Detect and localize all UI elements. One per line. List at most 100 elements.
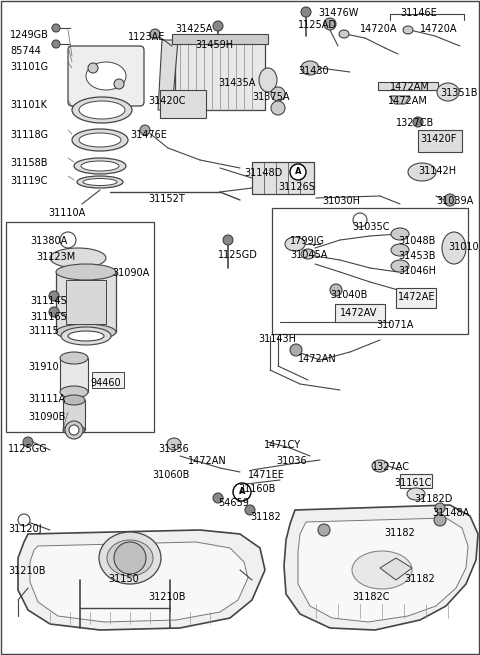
- Text: 31182C: 31182C: [352, 592, 389, 602]
- Text: 31101K: 31101K: [10, 100, 47, 110]
- Text: 31071A: 31071A: [376, 320, 413, 330]
- Text: 1472AM: 1472AM: [388, 96, 428, 106]
- Text: 31111A: 31111A: [28, 394, 65, 404]
- Ellipse shape: [301, 7, 311, 17]
- Ellipse shape: [413, 117, 423, 127]
- Ellipse shape: [271, 87, 285, 101]
- Text: 1125GD: 1125GD: [218, 250, 258, 260]
- Text: 31459H: 31459H: [195, 40, 233, 50]
- Ellipse shape: [60, 386, 88, 398]
- Text: 31476E: 31476E: [130, 130, 167, 140]
- Ellipse shape: [352, 551, 412, 589]
- Text: 31118G: 31118G: [10, 130, 48, 140]
- Text: 31435A: 31435A: [218, 78, 255, 88]
- Ellipse shape: [339, 30, 349, 38]
- Text: 31126S: 31126S: [278, 182, 315, 192]
- Text: 1799JG: 1799JG: [290, 236, 325, 246]
- Text: 1472AM: 1472AM: [390, 82, 430, 92]
- Bar: [63, 400, 85, 430]
- Polygon shape: [18, 530, 265, 630]
- Ellipse shape: [60, 232, 76, 248]
- Ellipse shape: [79, 101, 125, 119]
- Ellipse shape: [72, 129, 128, 151]
- Text: 31420C: 31420C: [148, 96, 185, 106]
- Ellipse shape: [353, 213, 367, 227]
- Ellipse shape: [167, 438, 181, 450]
- Text: 85744: 85744: [10, 46, 41, 56]
- Text: 1472AN: 1472AN: [188, 456, 227, 466]
- Bar: [335, 304, 385, 322]
- Ellipse shape: [318, 524, 330, 536]
- Ellipse shape: [18, 514, 30, 526]
- Bar: [56, 272, 116, 332]
- Text: 31148A: 31148A: [432, 508, 469, 518]
- Ellipse shape: [271, 101, 285, 115]
- Ellipse shape: [77, 176, 123, 188]
- Polygon shape: [380, 558, 412, 580]
- Ellipse shape: [407, 488, 425, 500]
- Ellipse shape: [74, 158, 126, 174]
- Ellipse shape: [99, 532, 161, 584]
- Text: 1125AD: 1125AD: [298, 20, 337, 30]
- Bar: [6, 222, 154, 432]
- Text: 31143H: 31143H: [258, 334, 296, 344]
- Text: 31182: 31182: [384, 528, 415, 538]
- Ellipse shape: [63, 425, 85, 435]
- Ellipse shape: [435, 503, 445, 513]
- Text: 31375A: 31375A: [252, 92, 289, 102]
- Text: 31148D: 31148D: [244, 168, 282, 178]
- Ellipse shape: [233, 483, 251, 501]
- Ellipse shape: [72, 97, 132, 123]
- Text: 54659: 54659: [218, 498, 249, 508]
- FancyBboxPatch shape: [68, 46, 144, 106]
- Ellipse shape: [150, 29, 160, 39]
- Ellipse shape: [86, 62, 126, 90]
- Text: 31182: 31182: [404, 574, 435, 584]
- Text: 31351B: 31351B: [440, 88, 478, 98]
- Ellipse shape: [52, 24, 60, 32]
- Text: 1125GG: 1125GG: [8, 444, 48, 454]
- Text: 31182D: 31182D: [414, 494, 452, 504]
- Text: 31380A: 31380A: [30, 236, 67, 246]
- Text: 31115: 31115: [28, 326, 59, 336]
- Text: 31142H: 31142H: [418, 166, 456, 176]
- Ellipse shape: [245, 505, 255, 515]
- Ellipse shape: [68, 331, 104, 341]
- Ellipse shape: [81, 161, 119, 171]
- Text: 1472AN: 1472AN: [298, 354, 337, 364]
- Ellipse shape: [391, 244, 409, 256]
- Text: 1249GB: 1249GB: [10, 30, 49, 40]
- Text: 1123AE: 1123AE: [128, 32, 166, 42]
- Text: 31010: 31010: [448, 242, 479, 252]
- Ellipse shape: [83, 179, 117, 185]
- Bar: [160, 90, 206, 118]
- Ellipse shape: [408, 163, 436, 181]
- Ellipse shape: [391, 228, 409, 240]
- Polygon shape: [30, 542, 248, 622]
- Bar: [66, 280, 106, 324]
- Text: 31116S: 31116S: [30, 312, 67, 322]
- Ellipse shape: [434, 514, 446, 526]
- Ellipse shape: [107, 540, 153, 576]
- Text: 31035C: 31035C: [352, 222, 389, 232]
- Text: 31158B: 31158B: [10, 158, 48, 168]
- Text: 31425A: 31425A: [175, 24, 213, 34]
- Ellipse shape: [63, 395, 85, 405]
- Text: 1471CY: 1471CY: [264, 440, 301, 450]
- Text: 14720A: 14720A: [420, 24, 457, 34]
- Bar: [272, 208, 468, 334]
- Ellipse shape: [23, 437, 33, 447]
- Text: 31152T: 31152T: [148, 194, 185, 204]
- Text: A: A: [239, 487, 245, 496]
- Ellipse shape: [285, 237, 305, 251]
- Bar: [92, 372, 124, 388]
- Polygon shape: [390, 96, 410, 104]
- Text: 31910: 31910: [28, 362, 59, 372]
- Text: 1471EE: 1471EE: [248, 470, 285, 480]
- Ellipse shape: [290, 344, 302, 356]
- Ellipse shape: [301, 249, 315, 259]
- Text: 31030H: 31030H: [322, 196, 360, 206]
- Ellipse shape: [372, 460, 388, 472]
- Text: 31101G: 31101G: [10, 62, 48, 72]
- Ellipse shape: [52, 40, 60, 48]
